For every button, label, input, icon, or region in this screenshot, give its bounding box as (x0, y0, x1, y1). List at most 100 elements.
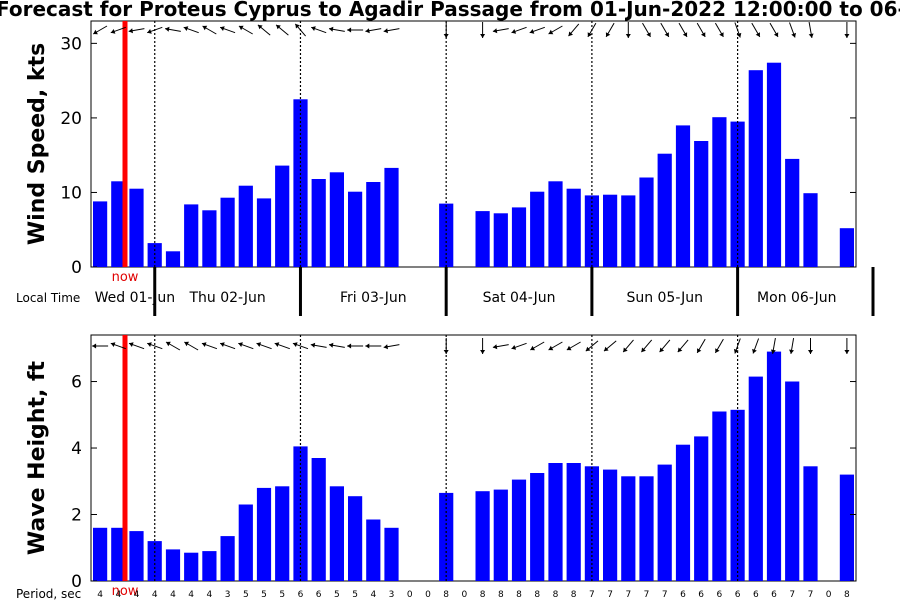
day-label: Fri 03-Jun (340, 290, 407, 306)
direction-arrow (769, 22, 779, 38)
arrow-head (844, 350, 850, 354)
direction-arrow (92, 25, 108, 35)
direction-arrow (480, 22, 486, 38)
direction-arrow (347, 27, 364, 33)
direction-arrow (642, 22, 651, 38)
bar (238, 185, 253, 267)
bar (311, 458, 326, 581)
arrow-head (383, 28, 388, 34)
direction-arrow (844, 338, 850, 354)
period-value: 7 (589, 590, 595, 600)
direction-arrow (165, 26, 181, 32)
y-axis-label: Wind Speed, kts (25, 43, 50, 245)
bar (293, 446, 308, 581)
bar (748, 70, 763, 267)
period-value: 3 (389, 590, 395, 600)
bar (111, 527, 126, 581)
direction-arrow (275, 24, 289, 36)
period-value: 4 (115, 590, 121, 600)
direction-arrow (511, 26, 527, 34)
arrow-head (310, 342, 316, 348)
bar (220, 197, 235, 267)
arrow-head (548, 29, 554, 35)
bar (256, 198, 272, 267)
y-tick-label: 0 (71, 572, 82, 592)
direction-arrow (383, 344, 400, 350)
bar (475, 491, 490, 581)
period-value: 7 (625, 590, 631, 600)
period-value: 0 (826, 590, 832, 600)
bar (657, 153, 672, 267)
period-value: 8 (571, 590, 577, 600)
bar (675, 444, 691, 581)
arrow-head (347, 343, 352, 349)
arrow-head (808, 350, 813, 354)
direction-arrow (294, 23, 306, 37)
direction-arrow (696, 22, 706, 38)
now-label: now (112, 584, 139, 599)
arrow-head (585, 346, 591, 352)
plot-area-frame (90, 334, 857, 582)
period-value: 6 (698, 590, 704, 600)
period-value: 7 (607, 590, 613, 600)
bar (384, 527, 399, 581)
arrow-head (548, 345, 554, 351)
direction-arrow (292, 342, 309, 350)
local-time-label: Local Time (16, 291, 80, 305)
arrow-head (773, 32, 779, 37)
direction-arrow (603, 340, 617, 352)
bar (493, 489, 508, 581)
arrow-head (530, 345, 535, 351)
period-value: 4 (370, 590, 376, 600)
period-value: 6 (680, 590, 686, 600)
direction-arrow (548, 341, 563, 351)
direction-arrow (328, 342, 345, 348)
period-value: 4 (207, 590, 213, 600)
arrow-head (443, 34, 449, 38)
arrow-head (604, 346, 609, 352)
bar (511, 207, 527, 267)
bar (657, 464, 672, 581)
bar (694, 141, 709, 267)
direction-arrow (183, 26, 199, 34)
direction-arrow (365, 28, 382, 34)
period-value: 5 (261, 590, 267, 600)
direction-arrow (274, 342, 290, 350)
direction-arrow (529, 26, 545, 34)
period-value: 5 (352, 590, 358, 600)
now-label: now (112, 270, 139, 285)
period-value: 6 (735, 590, 741, 600)
arrow-head (110, 342, 116, 347)
direction-arrow (383, 28, 400, 34)
arrow-head (365, 28, 370, 34)
bar (439, 203, 454, 267)
arrow-head (166, 341, 171, 347)
direction-arrow (219, 342, 236, 350)
period-value: 8 (443, 590, 449, 600)
direction-arrow (128, 342, 145, 350)
bar (603, 194, 618, 267)
direction-arrow (605, 22, 615, 38)
arrow-head (276, 24, 281, 30)
period-value: 5 (243, 590, 249, 600)
arrow-head (641, 347, 646, 353)
arrow-head (808, 33, 814, 38)
direction-arrow (587, 22, 597, 38)
y-tick-label: 10 (60, 183, 82, 203)
bar (165, 251, 181, 267)
direction-arrow (622, 339, 634, 353)
chart-title: Forecast for Proteus Cyprus to Agadir Pa… (0, 0, 900, 21)
bar (293, 99, 308, 267)
direction-arrow (568, 23, 580, 37)
direction-arrow (641, 339, 653, 353)
bar (803, 193, 818, 267)
direction-arrow (530, 341, 545, 351)
arrow-head (238, 342, 243, 347)
arrow-head (715, 348, 720, 353)
arrow-head (183, 26, 189, 31)
arrow-head (492, 344, 498, 350)
bar (712, 117, 727, 267)
arrow-head (256, 342, 262, 347)
bar (839, 474, 854, 581)
bar (256, 487, 272, 581)
